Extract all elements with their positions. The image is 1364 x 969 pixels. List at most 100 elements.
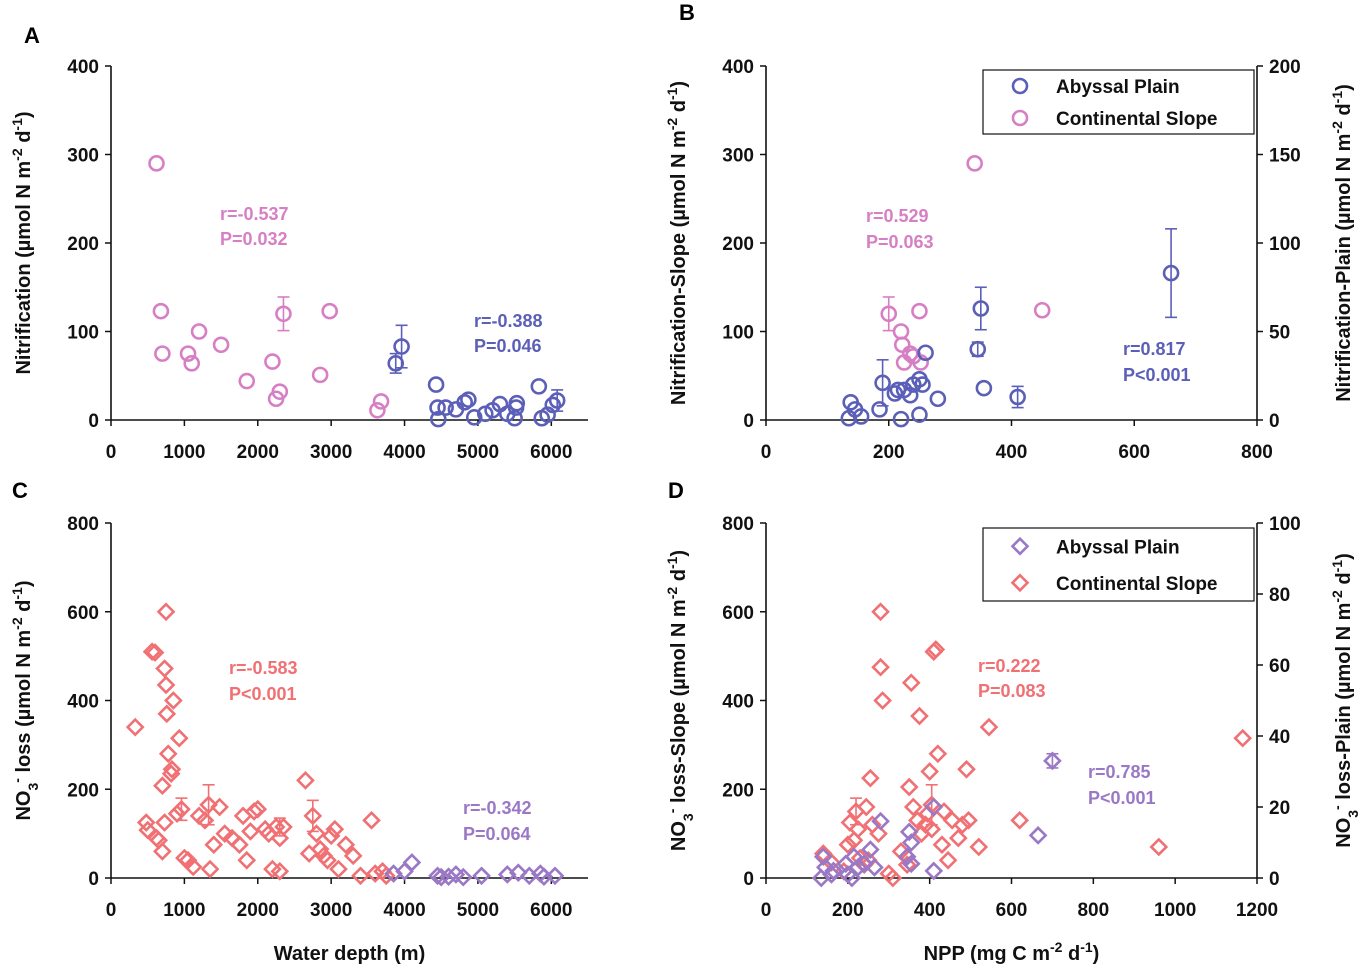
data-point [142, 642, 162, 662]
data-point [854, 854, 874, 874]
data-point [901, 386, 919, 404]
data-point [264, 353, 281, 370]
data-point [979, 717, 999, 737]
data-point [924, 861, 944, 881]
stat-annotation: r=0.785 [1088, 762, 1151, 782]
y-tick-label: 600 [67, 603, 99, 624]
y-tick-label: 0 [743, 869, 754, 890]
data-point [274, 817, 293, 837]
data-point [908, 810, 927, 830]
data-point [190, 323, 208, 340]
data-point [153, 776, 172, 796]
data-point [886, 385, 904, 402]
data-point [1028, 826, 1048, 845]
data-point [271, 383, 289, 400]
data-point [929, 390, 947, 408]
data-point [179, 345, 197, 362]
x-tick-label: 800 [1241, 442, 1273, 463]
panel-c: C 0 1000 2000 3000 4000 5000 6000 0 200 400 600 800 W… [9, 478, 588, 965]
data-point [329, 859, 348, 879]
data-point [957, 759, 976, 779]
data-point [948, 828, 968, 848]
data-point [901, 833, 921, 852]
x-tick-label: 400 [914, 900, 946, 921]
data-point [892, 410, 910, 428]
x-tick-label: 200 [873, 442, 905, 463]
data-point [897, 847, 917, 867]
panel-d: D 0 200 400 600 800 1000 1200 0 200 400 600 800 0 20 40… [664, 478, 1361, 965]
data-point [429, 410, 447, 428]
data-point [914, 376, 931, 393]
y-axis-title: Nitrification (µmol N m-2 d-1) [9, 111, 35, 374]
y-axis-title: NO3- loss-Slope (µmol N m-2 d-1) [664, 550, 696, 851]
data-point [871, 811, 890, 831]
data-point [263, 859, 282, 879]
panel-a: A 0 1000 2000 3000 4000 5000 6000 0 100 200 300 400 N… [9, 23, 588, 463]
data-point [183, 857, 203, 877]
x-tick-label: 0 [761, 442, 772, 463]
data-point [439, 867, 458, 887]
data-point [932, 835, 952, 855]
x-tick-label: 6000 [530, 442, 572, 463]
data-point [125, 717, 145, 737]
data-point [508, 394, 526, 412]
data-point [210, 797, 229, 817]
y-right-tick-label: 100 [1269, 514, 1301, 535]
data-point [343, 846, 363, 866]
x-tick-label: 3000 [310, 900, 352, 921]
data-point [1233, 728, 1253, 748]
data-point [402, 853, 422, 872]
y-right-tick-label: 80 [1269, 585, 1290, 606]
x-tick-label: 600 [996, 900, 1028, 921]
data-point [871, 602, 890, 622]
x-tick-label: 6000 [530, 900, 572, 921]
panel-letter: D [668, 478, 684, 503]
data-point [156, 675, 176, 695]
data-point [953, 815, 972, 835]
legend-marker [1011, 109, 1029, 127]
data-point [856, 797, 876, 817]
stat-annotation: r=-0.583 [229, 658, 298, 678]
y-right-tick-label: 40 [1269, 727, 1290, 748]
stat-annotation: r=-0.537 [220, 204, 289, 224]
data-point [248, 799, 268, 819]
data-point [860, 768, 880, 788]
y-right-tick-label: 0 [1269, 869, 1280, 890]
data-point [880, 305, 898, 323]
data-point [372, 393, 390, 410]
stat-annotation: r=-0.388 [474, 311, 543, 331]
data-point [275, 305, 292, 323]
y-tick-label: 0 [88, 869, 99, 890]
data-point [428, 866, 447, 886]
stat-annotation: P=0.032 [220, 229, 288, 249]
data-point [871, 401, 888, 418]
data-point [903, 797, 923, 817]
data-point [975, 379, 993, 397]
y-right-tick-label: 200 [1269, 57, 1301, 78]
y-tick-label: 600 [722, 603, 754, 624]
stat-annotation: r=0.817 [1123, 339, 1186, 359]
data-point [156, 602, 176, 622]
x-tick-label: 2000 [237, 442, 279, 463]
legend-label: Abyssal Plain [1056, 77, 1180, 98]
y-tick-label: 400 [67, 57, 99, 78]
data-point [912, 354, 929, 371]
stat-annotation: P<0.001 [1088, 788, 1156, 808]
data-point [237, 850, 257, 870]
data-point [453, 867, 473, 887]
y-tick-label: 100 [722, 323, 754, 344]
data-point [456, 393, 474, 411]
data-point [824, 861, 843, 881]
data-point [874, 374, 891, 392]
y-axis-title: NO3- loss (µmol N m-2 d-1) [9, 580, 41, 820]
y-right-tick-label: 100 [1269, 234, 1301, 255]
data-point [431, 867, 451, 887]
y-tick-label: 300 [722, 146, 754, 167]
y-tick-label: 100 [67, 323, 99, 344]
stat-annotation: P=0.046 [474, 336, 542, 356]
legend-box [982, 527, 1255, 602]
y-tick-label: 0 [743, 411, 754, 432]
panel-b: B 0 200 400 600 800 0 100 200 300 400 0 50 100 150 200 N… [664, 0, 1355, 463]
data-point [1149, 837, 1169, 857]
data-point [148, 155, 165, 172]
